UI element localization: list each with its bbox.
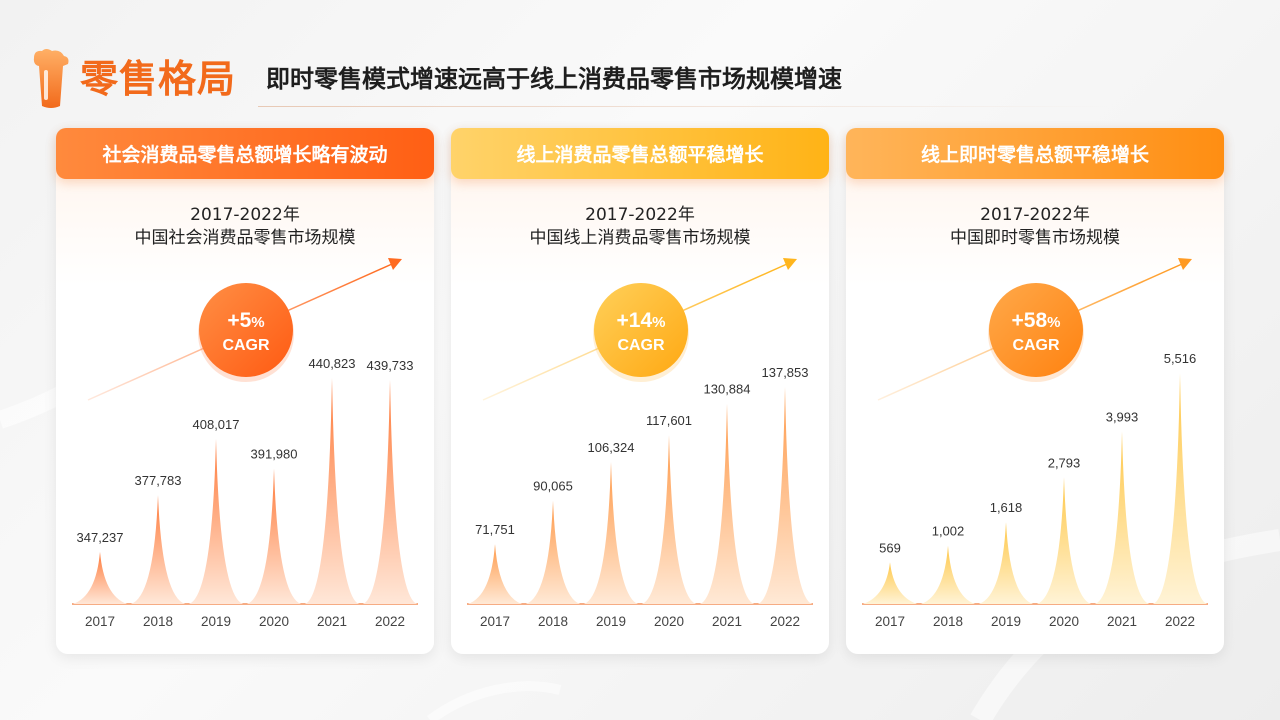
bar-2022 — [758, 386, 812, 604]
chart-title-years: 2017-2022年 — [190, 205, 300, 225]
x-tick-label: 2020 — [259, 614, 289, 629]
x-tick-label: 2022 — [375, 614, 405, 629]
page-subtitle: 即时零售模式增速远高于线上消费品零售市场规模增速 — [266, 65, 843, 93]
bar-2017 — [468, 544, 522, 604]
x-tick-label: 2021 — [317, 614, 347, 629]
bar-2018 — [526, 500, 580, 604]
data-label: 2,793 — [1048, 455, 1081, 470]
panel-online-sales: 线上消费品零售总额平稳增长 2017-2022年 中国线上消费品零售市场规模 +… — [451, 128, 829, 654]
panel-instant-retail: 线上即时零售总额平稳增长 2017-2022年 中国即时零售市场规模 +58% C… — [846, 128, 1224, 654]
data-label: 117,601 — [646, 413, 692, 428]
bar-2021 — [1095, 431, 1149, 604]
chart-title-name: 中国社会消费品零售市场规模 — [134, 228, 356, 248]
data-label: 137,853 — [762, 365, 809, 380]
bar-2019 — [584, 461, 638, 604]
data-label: 439,733 — [367, 358, 414, 373]
data-label: 377,783 — [135, 473, 182, 488]
x-tick-label: 2019 — [991, 614, 1021, 629]
x-tick-label: 2022 — [770, 614, 800, 629]
chart-title-years: 2017-2022年 — [980, 205, 1090, 225]
panel-heading: 社会消费品零售总额增长略有波动 — [56, 128, 434, 179]
x-tick-label: 2019 — [201, 614, 231, 629]
x-tick-label: 2020 — [654, 614, 684, 629]
bar-2018 — [921, 545, 975, 604]
bar-2022 — [363, 379, 417, 604]
panel-heading: 线上消费品零售总额平稳增长 — [451, 128, 829, 179]
data-label: 347,237 — [77, 530, 124, 545]
x-tick-label: 2018 — [933, 614, 963, 629]
data-label: 569 — [879, 540, 901, 555]
cagr-value: +58% — [1012, 309, 1061, 332]
data-label: 3,993 — [1106, 409, 1139, 424]
trend-arrow-head — [783, 258, 797, 270]
cagr-value: +14% — [617, 309, 666, 332]
header-divider — [258, 106, 1108, 107]
chart-svg: +14% CAGR 71,751 2017 90,065 2018 106,324 2019 1… — [467, 258, 813, 629]
trend-arrow-head — [1178, 258, 1192, 270]
data-label: 5,516 — [1164, 351, 1197, 366]
x-tick-label: 2020 — [1049, 614, 1079, 629]
chart-title-name: 中国线上消费品零售市场规模 — [529, 228, 751, 248]
data-label: 391,980 — [251, 447, 298, 462]
x-tick-label: 2021 — [1107, 614, 1137, 629]
chart-svg: +5% CAGR 347,237 2017 377,783 2018 408,017 2019… — [72, 258, 418, 629]
x-tick-label: 2018 — [143, 614, 173, 629]
bar-2020 — [1037, 477, 1091, 604]
x-tick-label: 2017 — [85, 614, 115, 629]
panel-heading: 线上即时零售总额平稳增长 — [846, 128, 1224, 179]
cagr-label: CAGR — [617, 337, 665, 354]
bar-2017 — [73, 551, 127, 604]
x-tick-label: 2022 — [1165, 614, 1195, 629]
cagr-circle — [594, 283, 688, 377]
data-label: 1,618 — [990, 500, 1023, 515]
data-label: 1,002 — [932, 524, 965, 539]
x-tick-label: 2017 — [480, 614, 510, 629]
x-tick-label: 2017 — [875, 614, 905, 629]
page-header: 零售格局 即时零售模式增速远高于线上消费品零售市场规模增速 — [30, 44, 1130, 110]
cagr-value: +5% — [227, 309, 264, 332]
bar-2019 — [189, 438, 243, 604]
x-tick-label: 2021 — [712, 614, 742, 629]
bar-2019 — [979, 522, 1033, 604]
data-label: 130,884 — [704, 382, 751, 397]
data-label: 90,065 — [533, 479, 573, 494]
cagr-circle — [989, 283, 1083, 377]
bar-2018 — [131, 495, 185, 604]
bar-2017 — [863, 562, 917, 604]
chart-title-years: 2017-2022年 — [585, 205, 695, 225]
cagr-label: CAGR — [222, 337, 270, 354]
x-tick-label: 2019 — [596, 614, 626, 629]
trend-arrow-head — [388, 258, 402, 270]
panel-retail-sales: 社会消费品零售总额增长略有波动 2017-2022年 中国社会消费品零售市场规模… — [56, 128, 434, 654]
x-tick-label: 2018 — [538, 614, 568, 629]
page-title: 零售格局 — [80, 57, 237, 101]
bar-2020 — [642, 435, 696, 604]
data-label: 440,823 — [309, 356, 356, 371]
cagr-circle — [199, 283, 293, 377]
bar-2021 — [700, 403, 754, 604]
beer-mug-icon — [33, 49, 69, 108]
bar-2021 — [305, 377, 359, 604]
data-label: 71,751 — [475, 522, 515, 537]
data-label: 106,324 — [588, 440, 635, 455]
chart-title-name: 中国即时零售市场规模 — [950, 228, 1120, 248]
chart-svg: +58% CAGR 569 2017 1,002 2018 1,618 2019 2,793 20… — [862, 258, 1208, 629]
cagr-label: CAGR — [1012, 337, 1060, 354]
bar-2022 — [1153, 373, 1207, 604]
data-label: 408,017 — [193, 417, 240, 432]
bar-2020 — [247, 468, 301, 604]
